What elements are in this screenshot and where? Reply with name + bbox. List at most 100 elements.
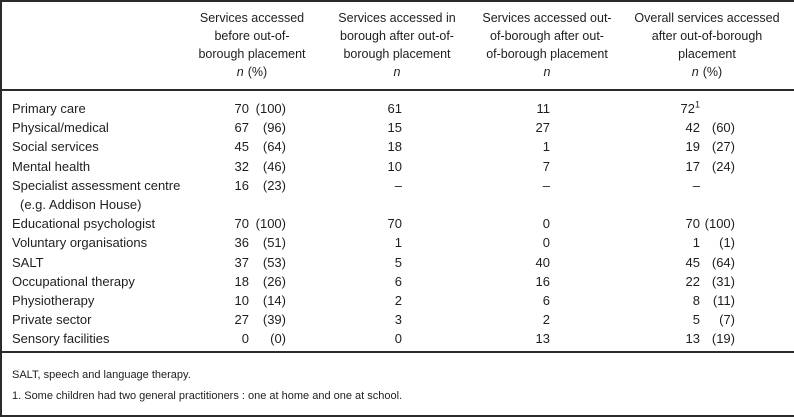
service-label: Educational psychologist: [2, 214, 202, 233]
service-label: Primary care: [2, 99, 202, 118]
table-row: Private sector 27 (39) 3 2 5 (7): [2, 310, 794, 329]
service-label: Sensory facilities: [2, 329, 202, 348]
service-label-line1: Physiotherapy: [12, 293, 95, 309]
service-label: Voluntary organisations: [2, 233, 202, 252]
before-n-cell: 16: [234, 177, 249, 193]
pct-symbol: (%): [247, 65, 268, 79]
column-header-before-placement: Services accessed before out-of- borough…: [157, 9, 347, 81]
column-header-out-of-borough-after: Services accessed out- of-borough after …: [452, 9, 642, 81]
out-of-borough-n-cell: 1: [542, 139, 550, 155]
out-of-borough-n-cell: 2: [542, 312, 550, 328]
service-label: Specialist assessment centre (e.g. Addis…: [2, 176, 202, 214]
n-symbol: n: [691, 65, 699, 79]
header-line: borough placement: [343, 47, 451, 61]
n-symbol: n: [543, 65, 551, 79]
out-of-borough-n-cell: 13: [535, 331, 550, 347]
in-borough-n-cell: 10: [387, 158, 402, 174]
before-pct-cell: (100): [255, 216, 286, 232]
header-line: borough placement: [198, 47, 306, 61]
overall-n-cell: 22: [550, 272, 700, 291]
out-of-borough-n-cell: 6: [542, 293, 550, 309]
out-of-borough-n-cell: 16: [535, 273, 550, 289]
overall-pct-cell: (100): [704, 216, 735, 232]
before-pct-cell: (39): [262, 312, 286, 328]
overall-n-value: –: [692, 177, 700, 193]
service-label-line1: Educational psychologist: [12, 216, 156, 232]
service-label-line1: Occupational therapy: [12, 273, 135, 289]
before-n-cell: 32: [234, 158, 249, 174]
overall-n-value: 70: [685, 216, 700, 232]
header-line: Overall services accessed: [634, 11, 780, 25]
overall-pct-cell: (31): [711, 273, 735, 289]
header-line: Services accessed: [199, 11, 305, 25]
in-borough-n-cell: 15: [387, 120, 402, 136]
in-borough-n-cell: 18: [387, 139, 402, 155]
overall-pct-cell: (11): [712, 293, 735, 309]
header-n-label: n (%): [157, 63, 347, 81]
in-borough-n-cell: 3: [394, 312, 402, 328]
table-row: Physical/medical 67 (96) 15 27 42 (60): [2, 118, 794, 137]
service-label: Private sector: [2, 310, 202, 329]
out-of-borough-n-cell: 0: [542, 235, 550, 251]
header-n-label: n: [302, 63, 492, 81]
before-n-cell: 67: [234, 120, 249, 136]
service-label-line1: SALT: [12, 254, 44, 270]
overall-n-cell: 8: [550, 291, 700, 310]
header-line: after out-of-borough: [651, 29, 763, 43]
overall-n-cell: 19: [550, 137, 700, 156]
overall-n-cell: 45: [550, 253, 700, 272]
table-row: Social services 45 (64) 18 1 19 (27): [2, 137, 794, 156]
before-pct-cell: (23): [262, 177, 286, 193]
overall-n-value: 45: [685, 254, 700, 270]
overall-n-cell: –: [550, 176, 700, 195]
table-row: Voluntary organisations 36 (51) 1 0 1 (1…: [2, 233, 794, 252]
table-row: Physiotherapy 10 (14) 2 6 8 (11): [2, 291, 794, 310]
service-label: Mental health: [2, 157, 202, 176]
service-label-line1: Specialist assessment centre: [12, 177, 181, 193]
service-label: Physiotherapy: [2, 291, 202, 310]
overall-n-cell: 721: [550, 99, 700, 118]
service-label-line1: Primary care: [12, 101, 86, 116]
header-line: of-borough after out-: [490, 29, 604, 43]
header-n-label: n (%): [612, 63, 794, 81]
overall-pct-cell: (27): [711, 139, 735, 155]
overall-n-value: 8: [692, 293, 700, 309]
overall-pct-cell: (60): [711, 120, 735, 136]
out-of-borough-n-cell: –: [542, 177, 550, 193]
before-n-cell: 70: [234, 101, 249, 116]
out-of-borough-n-cell: 27: [535, 120, 550, 136]
before-n-cell: 18: [234, 273, 249, 289]
service-label-line1: Physical/medical: [12, 120, 109, 136]
in-borough-n-cell: 2: [394, 293, 402, 309]
overall-pct-cell: [700, 99, 735, 100]
column-header-overall-after: Overall services accessed after out-of-b…: [612, 9, 794, 81]
out-of-borough-n-cell: 7: [542, 158, 550, 174]
overall-n-cell: 5: [550, 310, 700, 329]
table-row: Primary care 70 (100) 61 11 721: [2, 99, 794, 118]
header-n-label: n: [452, 63, 642, 81]
overall-pct-cell: (7): [719, 312, 735, 328]
column-header-in-borough-after: Services accessed in borough after out-o…: [302, 9, 492, 81]
out-of-borough-n-cell: 0: [542, 216, 550, 232]
out-of-borough-n-cell: 40: [535, 254, 550, 270]
in-borough-n-cell: 5: [394, 254, 402, 270]
overall-pct-cell: (64): [711, 254, 735, 270]
in-borough-n-cell: 1: [394, 235, 402, 251]
before-pct-cell: (64): [262, 139, 286, 155]
before-n-cell: 36: [234, 235, 249, 251]
before-pct-cell: (14): [262, 293, 286, 309]
service-label: Physical/medical: [2, 118, 202, 137]
in-borough-n-cell: 6: [394, 273, 402, 289]
overall-n-value: 42: [685, 120, 700, 136]
before-n-cell: 27: [234, 312, 249, 328]
table-row: Specialist assessment centre (e.g. Addis…: [2, 176, 794, 214]
overall-n-value: 1: [692, 235, 700, 251]
table-row: Educational psychologist 70 (100) 70 0 7…: [2, 214, 794, 233]
service-label: Occupational therapy: [2, 272, 202, 291]
table-body: Primary care 70 (100) 61 11 721 Physical…: [2, 91, 794, 353]
before-pct-cell: (100): [255, 101, 286, 116]
overall-n-value: 5: [692, 312, 700, 328]
before-pct-cell: (0): [270, 331, 286, 347]
before-n-cell: 10: [234, 293, 249, 309]
